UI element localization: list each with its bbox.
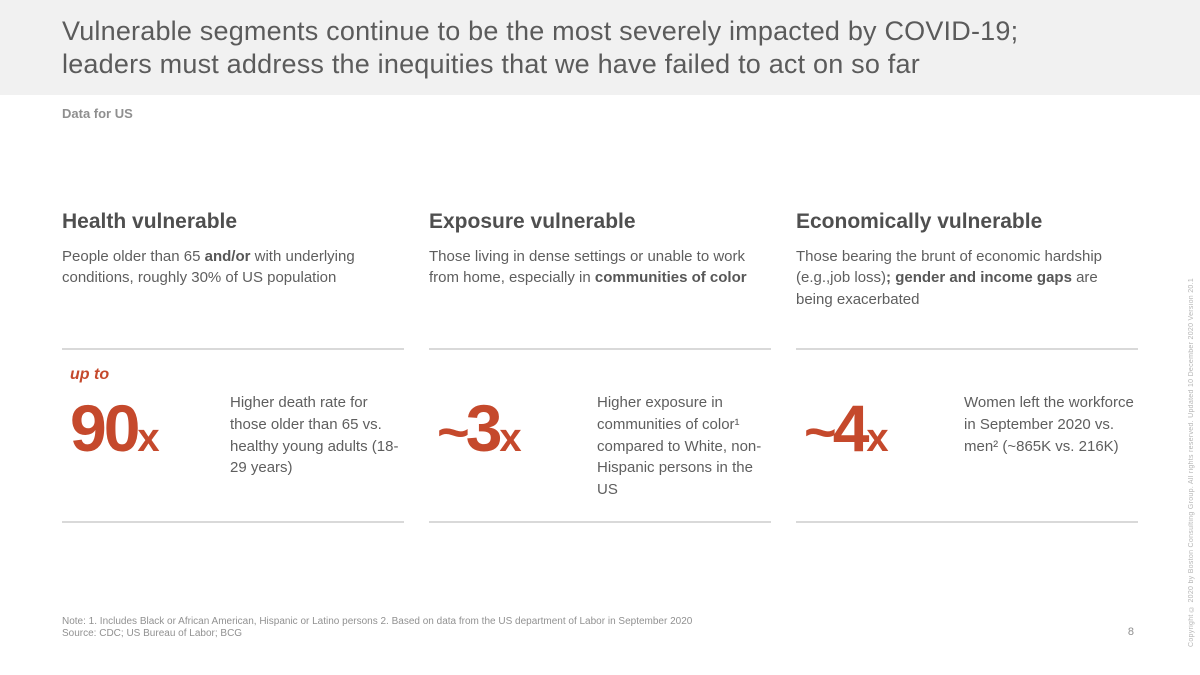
segment-columns: Health vulnerable People older than 65 a…	[62, 210, 1138, 523]
stat-description: Higher death rate for those older than 6…	[230, 394, 399, 477]
stat-value: 4	[832, 391, 870, 465]
stat-figure: ~4x	[796, 366, 954, 521]
column-description: Those bearing the brunt of economic hard…	[796, 246, 1138, 348]
column-heading: Health vulnerable	[62, 210, 238, 233]
divider-line	[429, 521, 771, 523]
description-bold-text: ; gender and income gaps	[886, 269, 1072, 287]
source-text: Source: CDC; US Bureau of Labor; BCG	[62, 628, 243, 639]
footnote-block: Note: 1. Includes Black or African Ameri…	[62, 616, 692, 640]
column-description: People older than 65 and/or with underly…	[62, 246, 404, 348]
stat-unit: x	[499, 416, 522, 460]
title-band: Vulnerable segments continue to be the m…	[0, 0, 1200, 95]
description-text: Those living in dense settings or unable…	[429, 248, 746, 287]
divider-line	[796, 521, 1138, 523]
stat-tilde: ~	[804, 400, 837, 463]
divider-line	[62, 521, 404, 523]
slide-title-line-2: leaders must address the inequities that…	[62, 49, 920, 79]
stat-row: ~3x Higher exposure in communities of co…	[429, 350, 771, 521]
description-text: People older than 65	[62, 248, 205, 265]
stat-number: 90x	[70, 391, 160, 465]
column-exposure-vulnerable: Exposure vulnerable Those living in dens…	[429, 210, 771, 523]
stat-prefix	[437, 366, 587, 390]
stat-number: ~3x	[437, 391, 522, 465]
description-text: with underlying conditions, roughly 30% …	[62, 248, 355, 287]
divider-line	[62, 348, 404, 350]
column-description: Those living in dense settings or unable…	[429, 246, 771, 348]
description-text: Those bearing the brunt of economic hard…	[796, 248, 1103, 287]
stat-description: Higher exposure in communities of color¹…	[597, 394, 762, 498]
description-bold-text: and/or	[204, 248, 251, 265]
column-heading: Exposure vulnerable	[429, 210, 636, 233]
stat-figure: up to 90x	[62, 366, 220, 521]
stat-unit: x	[866, 416, 889, 460]
description-bold-text: communities of color	[594, 269, 747, 287]
copyright-sidebar-text: Copyright © 2020 by Boston Consulting Gr…	[1188, 277, 1195, 647]
divider-line	[796, 348, 1138, 350]
stat-prefix	[804, 366, 954, 390]
column-economically-vulnerable: Economically vulnerable Those bearing th…	[796, 210, 1138, 523]
column-health-vulnerable: Health vulnerable People older than 65 a…	[62, 210, 404, 523]
divider-line	[429, 348, 771, 350]
stat-number: ~4x	[804, 391, 889, 465]
footnote-text: Note: 1. Includes Black or African Ameri…	[62, 616, 693, 627]
stat-row: ~4x Women left the workforce in Septembe…	[796, 350, 1138, 521]
stat-unit: x	[137, 416, 160, 460]
stat-tilde: ~	[437, 400, 470, 463]
stat-row: up to 90x Higher death rate for those ol…	[62, 350, 404, 521]
stat-prefix: up to	[70, 366, 110, 383]
slide-title-line-1: Vulnerable segments continue to be the m…	[62, 16, 1019, 46]
description-text: are being exacerbated	[796, 269, 1098, 308]
stat-description: Women left the workforce in September 20…	[964, 394, 1134, 455]
stat-figure: ~3x	[429, 366, 587, 521]
column-heading: Economically vulnerable	[796, 210, 1043, 233]
data-scope-label: Data for US	[62, 106, 133, 121]
stat-value: 90	[70, 391, 140, 465]
page-number: 8	[1127, 626, 1134, 638]
stat-value: 3	[465, 391, 503, 465]
